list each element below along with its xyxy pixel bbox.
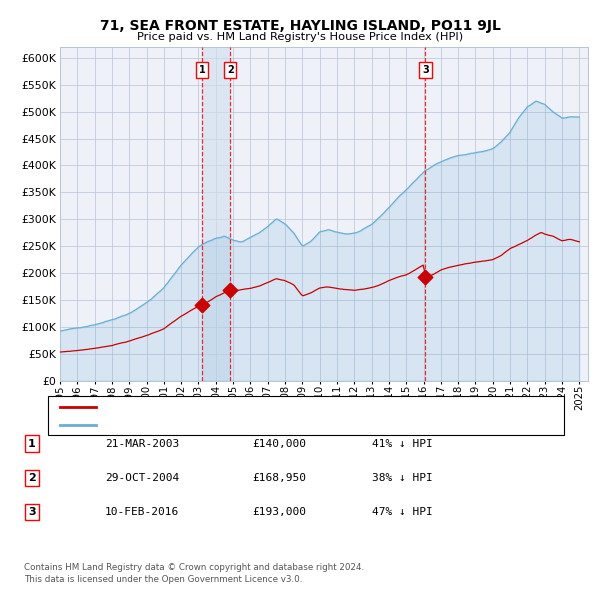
Point <box>421 272 430 281</box>
Text: 1: 1 <box>28 439 35 448</box>
Text: £168,950: £168,950 <box>252 473 306 483</box>
Text: 10-FEB-2016: 10-FEB-2016 <box>105 507 179 517</box>
Text: 2: 2 <box>227 65 233 75</box>
Text: This data is licensed under the Open Government Licence v3.0.: This data is licensed under the Open Gov… <box>24 575 302 584</box>
Text: 38% ↓ HPI: 38% ↓ HPI <box>372 473 433 483</box>
Point <box>197 300 207 310</box>
Text: 1: 1 <box>199 65 206 75</box>
Text: 3: 3 <box>28 507 35 517</box>
Text: 41% ↓ HPI: 41% ↓ HPI <box>372 439 433 448</box>
Text: £140,000: £140,000 <box>252 439 306 448</box>
Text: 3: 3 <box>422 65 429 75</box>
Text: Price paid vs. HM Land Registry's House Price Index (HPI): Price paid vs. HM Land Registry's House … <box>137 32 463 42</box>
Text: 47% ↓ HPI: 47% ↓ HPI <box>372 507 433 517</box>
Text: 71, SEA FRONT ESTATE, HAYLING ISLAND, PO11 9JL: 71, SEA FRONT ESTATE, HAYLING ISLAND, PO… <box>100 19 500 34</box>
Text: HPI: Average price, detached house, Havant: HPI: Average price, detached house, Hava… <box>102 420 332 430</box>
Text: 71, SEA FRONT ESTATE, HAYLING ISLAND, PO11 9JL (detached house): 71, SEA FRONT ESTATE, HAYLING ISLAND, PO… <box>102 402 463 412</box>
Text: 2: 2 <box>28 473 35 483</box>
Bar <box>202 47 230 381</box>
Point <box>226 285 235 294</box>
Text: Contains HM Land Registry data © Crown copyright and database right 2024.: Contains HM Land Registry data © Crown c… <box>24 563 364 572</box>
Text: 21-MAR-2003: 21-MAR-2003 <box>105 439 179 448</box>
Text: 29-OCT-2004: 29-OCT-2004 <box>105 473 179 483</box>
Text: £193,000: £193,000 <box>252 507 306 517</box>
